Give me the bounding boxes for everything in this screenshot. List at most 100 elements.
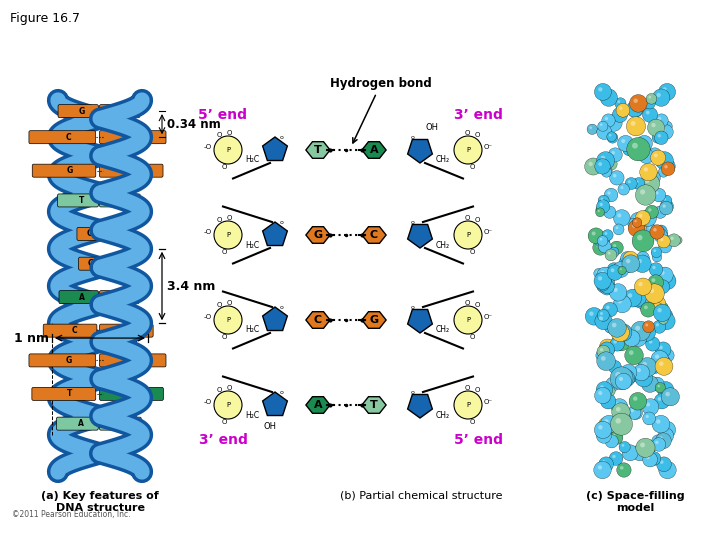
- Circle shape: [623, 143, 636, 156]
- Circle shape: [654, 438, 658, 441]
- Circle shape: [595, 208, 605, 217]
- Text: O: O: [216, 387, 222, 393]
- Circle shape: [606, 306, 610, 309]
- Polygon shape: [263, 307, 287, 330]
- Circle shape: [598, 87, 603, 91]
- Circle shape: [622, 445, 638, 461]
- Text: o: o: [280, 390, 284, 395]
- Circle shape: [613, 210, 630, 226]
- FancyBboxPatch shape: [59, 291, 99, 303]
- Circle shape: [663, 162, 667, 166]
- Circle shape: [595, 232, 610, 247]
- Circle shape: [629, 289, 646, 307]
- Circle shape: [613, 107, 628, 123]
- Text: ©2011 Pearson Education, Inc.: ©2011 Pearson Education, Inc.: [12, 510, 130, 519]
- Circle shape: [608, 148, 622, 162]
- Circle shape: [658, 314, 668, 324]
- Circle shape: [646, 111, 649, 114]
- Circle shape: [615, 402, 619, 407]
- Text: 5’ end: 5’ end: [199, 108, 248, 122]
- Circle shape: [600, 271, 615, 285]
- Circle shape: [594, 272, 611, 289]
- Circle shape: [657, 267, 673, 284]
- Circle shape: [639, 148, 654, 164]
- FancyBboxPatch shape: [99, 105, 140, 118]
- Circle shape: [662, 87, 667, 91]
- Circle shape: [637, 293, 642, 298]
- Circle shape: [609, 451, 623, 465]
- Circle shape: [637, 259, 642, 264]
- Circle shape: [654, 229, 667, 242]
- Circle shape: [605, 158, 617, 170]
- Circle shape: [600, 280, 614, 294]
- Text: O: O: [226, 215, 232, 221]
- Circle shape: [661, 349, 674, 362]
- Polygon shape: [306, 312, 330, 328]
- Text: -O: -O: [204, 399, 212, 405]
- Circle shape: [662, 465, 667, 470]
- Circle shape: [636, 438, 655, 457]
- Circle shape: [662, 128, 665, 132]
- Circle shape: [598, 195, 609, 206]
- Circle shape: [657, 209, 660, 212]
- Circle shape: [600, 156, 606, 160]
- Circle shape: [648, 212, 651, 214]
- Circle shape: [613, 288, 618, 292]
- Circle shape: [599, 342, 615, 357]
- Circle shape: [659, 346, 663, 349]
- Circle shape: [646, 224, 657, 235]
- Circle shape: [602, 460, 606, 464]
- Text: 3.4 nm: 3.4 nm: [167, 280, 215, 293]
- Circle shape: [621, 364, 637, 381]
- Circle shape: [657, 93, 661, 97]
- Circle shape: [606, 114, 622, 131]
- Circle shape: [662, 243, 665, 246]
- Circle shape: [654, 300, 658, 303]
- FancyBboxPatch shape: [99, 131, 166, 144]
- Polygon shape: [306, 397, 330, 413]
- Circle shape: [654, 305, 657, 308]
- Circle shape: [654, 249, 656, 252]
- Text: OH: OH: [425, 123, 438, 132]
- Circle shape: [604, 320, 617, 333]
- Circle shape: [646, 415, 649, 418]
- FancyBboxPatch shape: [99, 194, 140, 207]
- FancyBboxPatch shape: [99, 291, 139, 303]
- Circle shape: [639, 295, 657, 313]
- Circle shape: [600, 312, 603, 315]
- Circle shape: [644, 98, 655, 109]
- Circle shape: [637, 235, 642, 240]
- Text: Figure 16.7: Figure 16.7: [10, 12, 80, 25]
- Circle shape: [659, 272, 676, 289]
- Circle shape: [642, 444, 645, 447]
- Circle shape: [651, 302, 664, 315]
- Text: G: G: [88, 259, 94, 268]
- Circle shape: [624, 254, 627, 258]
- Circle shape: [625, 178, 637, 190]
- Circle shape: [598, 425, 603, 429]
- Circle shape: [634, 143, 647, 156]
- Circle shape: [214, 136, 242, 164]
- Circle shape: [604, 397, 608, 401]
- Text: G: G: [108, 230, 114, 239]
- Circle shape: [634, 220, 636, 222]
- Circle shape: [649, 360, 662, 373]
- Circle shape: [626, 146, 629, 149]
- Circle shape: [621, 444, 624, 447]
- Text: A: A: [128, 389, 135, 399]
- Circle shape: [657, 228, 661, 231]
- Text: 1 nm: 1 nm: [14, 332, 49, 345]
- Text: G: G: [123, 326, 130, 335]
- Circle shape: [639, 282, 643, 286]
- Circle shape: [631, 105, 635, 109]
- Circle shape: [656, 323, 659, 327]
- Circle shape: [643, 299, 647, 303]
- Circle shape: [629, 350, 634, 355]
- Circle shape: [660, 159, 675, 174]
- Circle shape: [605, 117, 608, 120]
- Circle shape: [642, 399, 659, 415]
- Circle shape: [647, 119, 665, 136]
- Circle shape: [613, 244, 616, 247]
- Circle shape: [657, 230, 668, 241]
- Circle shape: [649, 263, 663, 276]
